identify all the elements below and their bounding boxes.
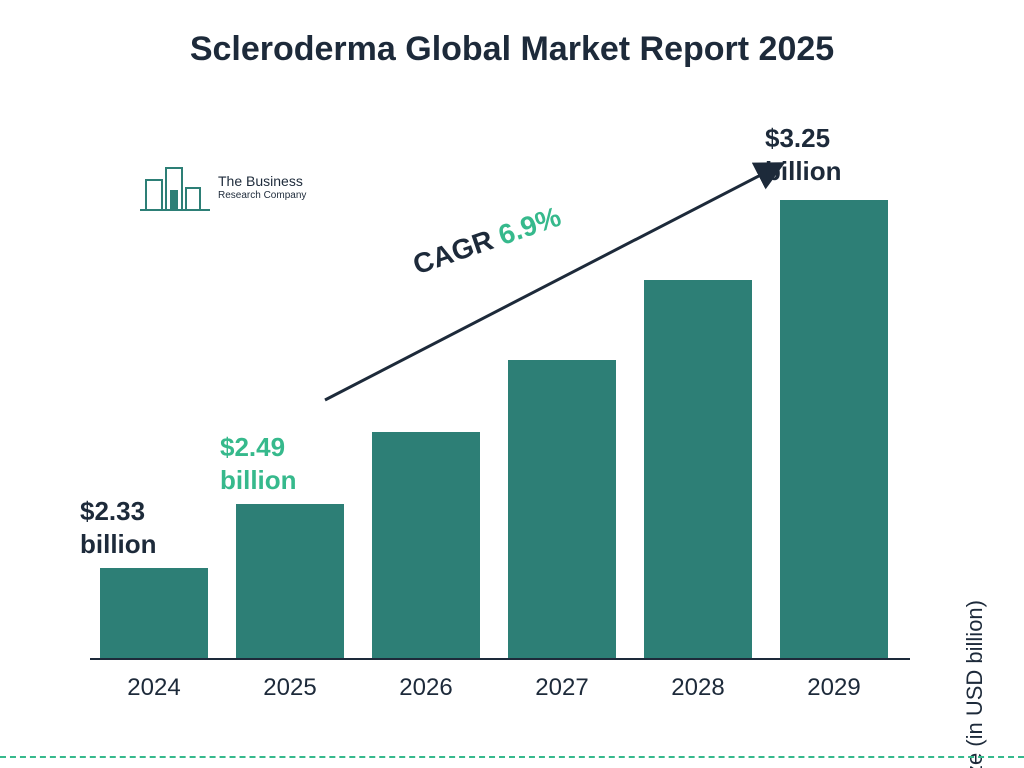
x-axis-line [90,658,910,660]
footer-divider [0,756,1024,758]
x-tick-label: 2029 [784,674,884,702]
bar [236,504,344,658]
cagr-label: CAGR 6.9% [409,201,565,281]
page-title: Scleroderma Global Market Report 2025 [0,30,1024,69]
chart-container: Scleroderma Global Market Report 2025 Th… [0,0,1024,768]
cagr-prefix: CAGR [409,222,504,281]
y-axis-label: Market Size (in USD billion) [962,600,988,768]
x-tick-label: 2024 [104,674,204,702]
value-callout: $2.49 billion [220,431,340,496]
bar [644,280,752,658]
bar [780,200,888,658]
x-tick-label: 2028 [648,674,748,702]
plot-area: CAGR 6.9% 202420252026202720282029$2.33 … [90,140,910,660]
bar-chart: CAGR 6.9% 202420252026202720282029$2.33 … [90,140,940,660]
x-tick-label: 2026 [376,674,476,702]
bar [372,432,480,658]
cagr-value: 6.9% [494,201,564,251]
value-callout: $2.33 billion [80,495,200,560]
value-callout: $3.25 billion [765,122,885,187]
x-tick-label: 2027 [512,674,612,702]
x-tick-label: 2025 [240,674,340,702]
bar [100,568,208,658]
bar [508,360,616,658]
